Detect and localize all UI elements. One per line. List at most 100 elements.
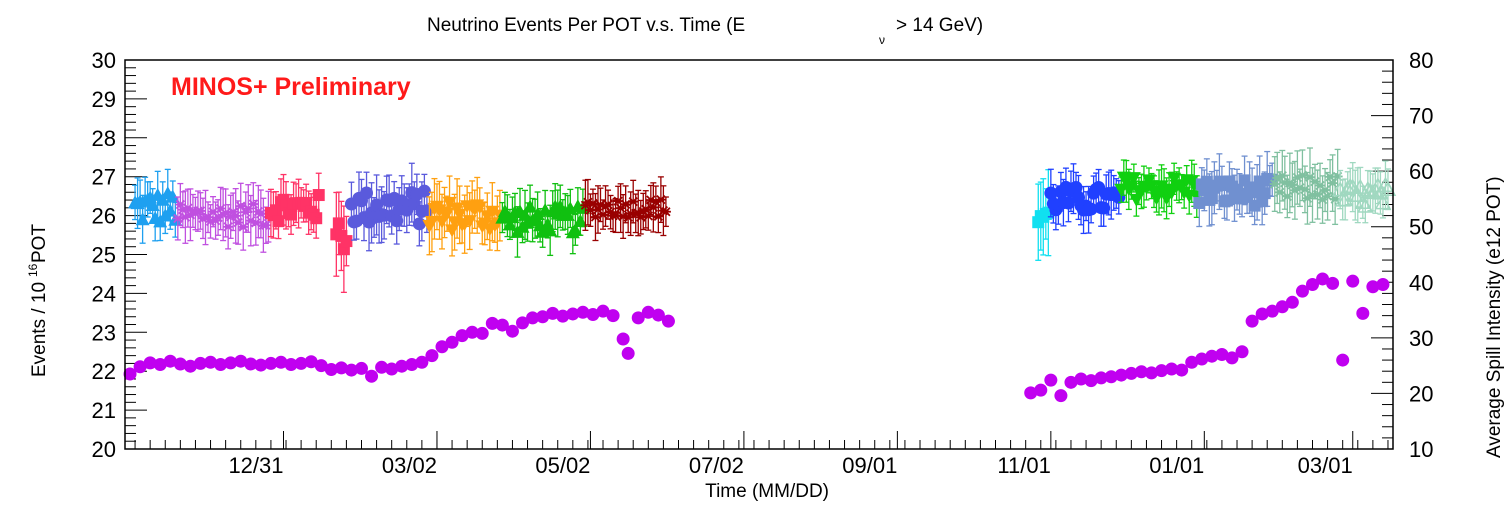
event-group bbox=[128, 168, 183, 244]
intensity-point bbox=[304, 355, 318, 369]
data-point bbox=[145, 198, 160, 212]
intensity-point bbox=[193, 356, 207, 370]
data-point bbox=[435, 215, 449, 229]
event-group bbox=[1269, 147, 1343, 226]
intensity-point bbox=[1336, 353, 1350, 367]
x-tick-label: 07/02 bbox=[689, 453, 744, 478]
data-point bbox=[340, 235, 353, 248]
intensity-point bbox=[586, 308, 600, 322]
intensity-point bbox=[526, 311, 540, 325]
intensity-point bbox=[354, 361, 368, 375]
y-tick-label: 26 bbox=[92, 204, 116, 229]
data-point bbox=[1339, 179, 1356, 195]
data-point bbox=[462, 215, 477, 229]
intensity-point bbox=[1376, 278, 1390, 292]
intensity-point bbox=[1144, 366, 1158, 380]
intensity-point bbox=[1285, 295, 1299, 309]
x-tick-label: 09/01 bbox=[842, 453, 897, 478]
intensity-point bbox=[133, 360, 147, 374]
intensity-point bbox=[616, 332, 630, 346]
data-point bbox=[543, 223, 558, 237]
intensity-point bbox=[1215, 348, 1229, 362]
data-point bbox=[1379, 180, 1397, 196]
intensity-point bbox=[1265, 304, 1279, 318]
intensity-point bbox=[1366, 280, 1380, 294]
data-point bbox=[1357, 197, 1374, 213]
event-series bbox=[128, 147, 1397, 294]
intensity-point bbox=[1225, 351, 1239, 365]
data-point bbox=[1126, 172, 1141, 186]
axes: 20 21 22 23 24 25 26 27 28 29 30 10 20 30 40 50 60 70 80 12… bbox=[92, 48, 1434, 478]
intensity-point bbox=[344, 363, 358, 377]
intensity-point bbox=[455, 329, 469, 343]
y-tick-label: 22 bbox=[92, 359, 116, 384]
intensity-point bbox=[264, 356, 278, 370]
y2-tick-label: 40 bbox=[1409, 270, 1433, 295]
data-point bbox=[1069, 180, 1083, 194]
data-point bbox=[165, 189, 180, 203]
data-point bbox=[1258, 187, 1271, 200]
data-point bbox=[1097, 201, 1111, 215]
intensity-point bbox=[204, 355, 218, 369]
event-group bbox=[1032, 169, 1055, 261]
intensity-point bbox=[375, 360, 389, 374]
intensity-point bbox=[1175, 363, 1189, 377]
data-point bbox=[285, 208, 298, 221]
y-tick-label: 25 bbox=[92, 243, 116, 268]
intensity-point bbox=[1094, 371, 1108, 385]
x-axis-title: Time (MM/DD) bbox=[705, 481, 829, 502]
data-point bbox=[1374, 194, 1392, 210]
data-point bbox=[472, 201, 487, 215]
data-point bbox=[452, 208, 467, 222]
y2-tick-label: 20 bbox=[1409, 381, 1433, 406]
intensity-point bbox=[1316, 272, 1330, 286]
data-point bbox=[332, 217, 345, 230]
data-point bbox=[560, 207, 575, 221]
event-group bbox=[172, 182, 274, 253]
event-group bbox=[330, 191, 353, 294]
intensity-point bbox=[1346, 274, 1360, 288]
data-point bbox=[445, 224, 460, 238]
y2-tick-label: 60 bbox=[1409, 159, 1433, 184]
intensity-point bbox=[485, 316, 499, 330]
intensity-point bbox=[1356, 306, 1370, 320]
intensity-point bbox=[631, 311, 645, 325]
intensity-point bbox=[475, 326, 489, 340]
x-tick-label: 01/01 bbox=[1149, 453, 1204, 478]
event-group bbox=[1114, 159, 1204, 220]
intensity-point bbox=[516, 316, 530, 330]
event-group bbox=[1193, 150, 1279, 228]
intensity-point bbox=[1044, 373, 1058, 387]
event-group bbox=[580, 176, 671, 242]
event-group bbox=[495, 182, 590, 258]
intensity-point bbox=[536, 310, 550, 324]
data-point bbox=[523, 199, 538, 213]
data-point bbox=[573, 214, 588, 228]
data-point bbox=[502, 217, 517, 231]
intensity-point bbox=[1104, 370, 1118, 384]
event-group bbox=[344, 162, 434, 252]
y-tick-label: 20 bbox=[92, 437, 116, 462]
intensity-point bbox=[1185, 355, 1199, 369]
intensity-point bbox=[596, 304, 610, 318]
y-tick-label: 23 bbox=[92, 320, 116, 345]
intensity-point bbox=[576, 305, 590, 319]
y-tick-label: 29 bbox=[92, 87, 116, 112]
y-tick-label: 24 bbox=[92, 281, 116, 306]
intensity-point bbox=[435, 340, 449, 354]
intensity-point bbox=[395, 359, 409, 373]
intensity-point bbox=[445, 335, 459, 349]
data-point bbox=[1205, 192, 1218, 205]
y-tick-label: 30 bbox=[92, 48, 116, 73]
intensity-point bbox=[425, 349, 439, 363]
intensity-point bbox=[385, 362, 399, 376]
data-point bbox=[163, 203, 178, 217]
intensity-point bbox=[274, 355, 288, 369]
y-tick-label: 28 bbox=[92, 126, 116, 151]
y2-axis-title: Average Spill Intensity (e12 POT) bbox=[1484, 176, 1505, 458]
intensity-point bbox=[621, 346, 635, 360]
event-group bbox=[264, 172, 325, 240]
intensity-point bbox=[1124, 366, 1138, 380]
intensity-point bbox=[566, 307, 580, 321]
data-point bbox=[424, 215, 439, 229]
